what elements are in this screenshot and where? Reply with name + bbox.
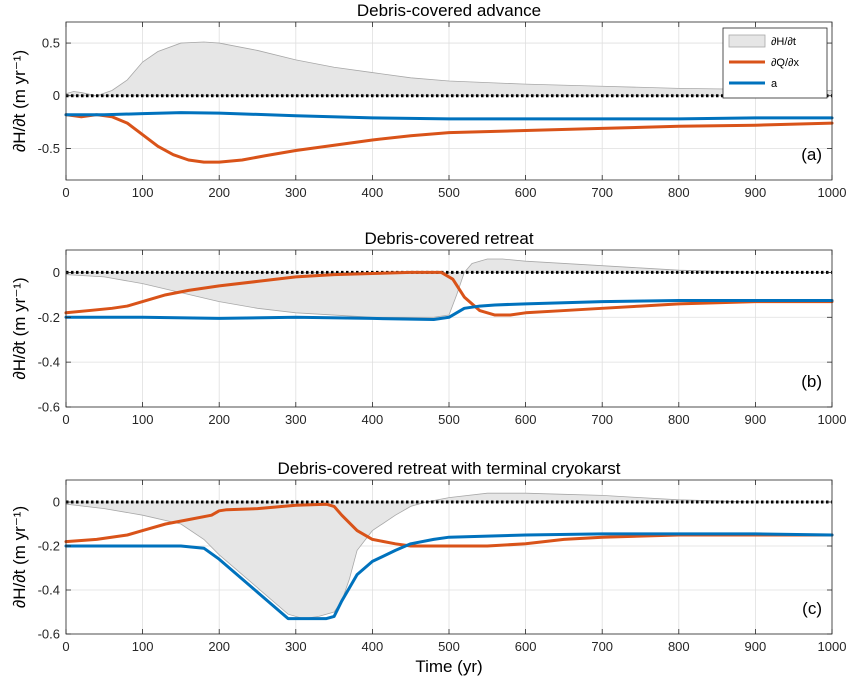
x-tick-label: 700	[591, 185, 613, 200]
chart-title: Debris-covered retreat with terminal cry…	[278, 459, 621, 478]
x-tick-label: 0	[62, 185, 69, 200]
series-line-a	[64, 111, 834, 121]
y-tick-label: -0.4	[38, 583, 60, 598]
series-line-dQdx	[64, 270, 834, 317]
x-tick-label: 300	[285, 639, 307, 654]
chart-title: Debris-covered retreat	[364, 229, 533, 248]
series-line-a	[64, 532, 834, 621]
panel-label: (a)	[801, 145, 822, 164]
x-tick-label: 300	[285, 185, 307, 200]
x-tick-label: 600	[515, 412, 537, 427]
x-tick-label: 900	[745, 185, 767, 200]
x-tick-label: 900	[745, 639, 767, 654]
x-tick-label: 400	[362, 185, 384, 200]
legend: ∂H/∂t ∂Q/∂x a	[722, 27, 828, 99]
panel-label: (b)	[801, 372, 822, 391]
y-tick-label: 0.5	[42, 36, 60, 51]
legend-entry: a	[771, 78, 778, 90]
y-tick-label: 0	[53, 88, 60, 103]
y-tick-label: -0.2	[38, 539, 60, 554]
x-tick-label: 100	[132, 185, 154, 200]
x-tick-label: 800	[668, 185, 690, 200]
y-tick-label: -0.6	[38, 400, 60, 415]
y-axis-label: ∂H/∂t (m yr⁻¹)	[10, 506, 29, 608]
panel-3: 0 100 200 300 400 500 600 700 800 900 1000 0 -0.2 -0.…	[10, 459, 846, 676]
y-tick-label: 0	[53, 495, 60, 510]
legend-entry: ∂Q/∂x	[771, 57, 799, 69]
x-tick-label: 1000	[818, 185, 847, 200]
x-tick-label: 700	[591, 412, 613, 427]
x-tick-label: 700	[591, 639, 613, 654]
legend-entry: ∂H/∂t	[771, 36, 796, 48]
x-tick-label: 500	[438, 185, 460, 200]
panel-label: (c)	[802, 599, 822, 618]
x-tick-label: 900	[745, 412, 767, 427]
x-tick-label: 0	[62, 412, 69, 427]
y-tick-label: -0.2	[38, 310, 60, 325]
x-tick-label: 200	[208, 412, 230, 427]
series-area-dHdt	[65, 492, 832, 620]
x-tick-label: 100	[132, 639, 154, 654]
x-tick-label: 400	[362, 639, 384, 654]
y-axis-label: ∂H/∂t (m yr⁻¹)	[10, 277, 29, 379]
x-tick-label: 800	[668, 412, 690, 427]
series-line-dQdx	[64, 502, 834, 548]
x-tick-label: 600	[515, 639, 537, 654]
legend-swatch-area	[728, 34, 766, 48]
x-axis-label: Time (yr)	[415, 657, 482, 676]
y-tick-label: 0	[53, 265, 60, 280]
x-tick-label: 1000	[818, 412, 847, 427]
x-tick-label: 500	[438, 639, 460, 654]
x-tick-label: 600	[515, 185, 537, 200]
x-tick-label: 100	[132, 412, 154, 427]
x-tick-label: 1000	[818, 639, 847, 654]
y-axis-label: ∂H/∂t (m yr⁻¹)	[10, 50, 29, 152]
x-tick-label: 500	[438, 412, 460, 427]
y-tick-label: -0.4	[38, 355, 60, 370]
chart-title: Debris-covered advance	[357, 1, 541, 20]
x-tick-label: 200	[208, 639, 230, 654]
x-tick-label: 0	[62, 639, 69, 654]
series-line-a	[64, 298, 834, 322]
x-tick-label: 300	[285, 412, 307, 427]
panel-2: 0 100 200 300 400 500 600 700 800 900 1000 0 -0.2 -0.…	[10, 229, 846, 427]
x-tick-label: 800	[668, 639, 690, 654]
y-tick-label: -0.5	[38, 141, 60, 156]
y-tick-label: -0.6	[38, 627, 60, 642]
panel-1: 0 100 200 300 400 500 600 700 800 900 1000 0.5 0 -0.5…	[10, 1, 846, 200]
series-line-dQdx	[64, 113, 834, 164]
x-tick-label: 200	[208, 185, 230, 200]
x-tick-label: 400	[362, 412, 384, 427]
